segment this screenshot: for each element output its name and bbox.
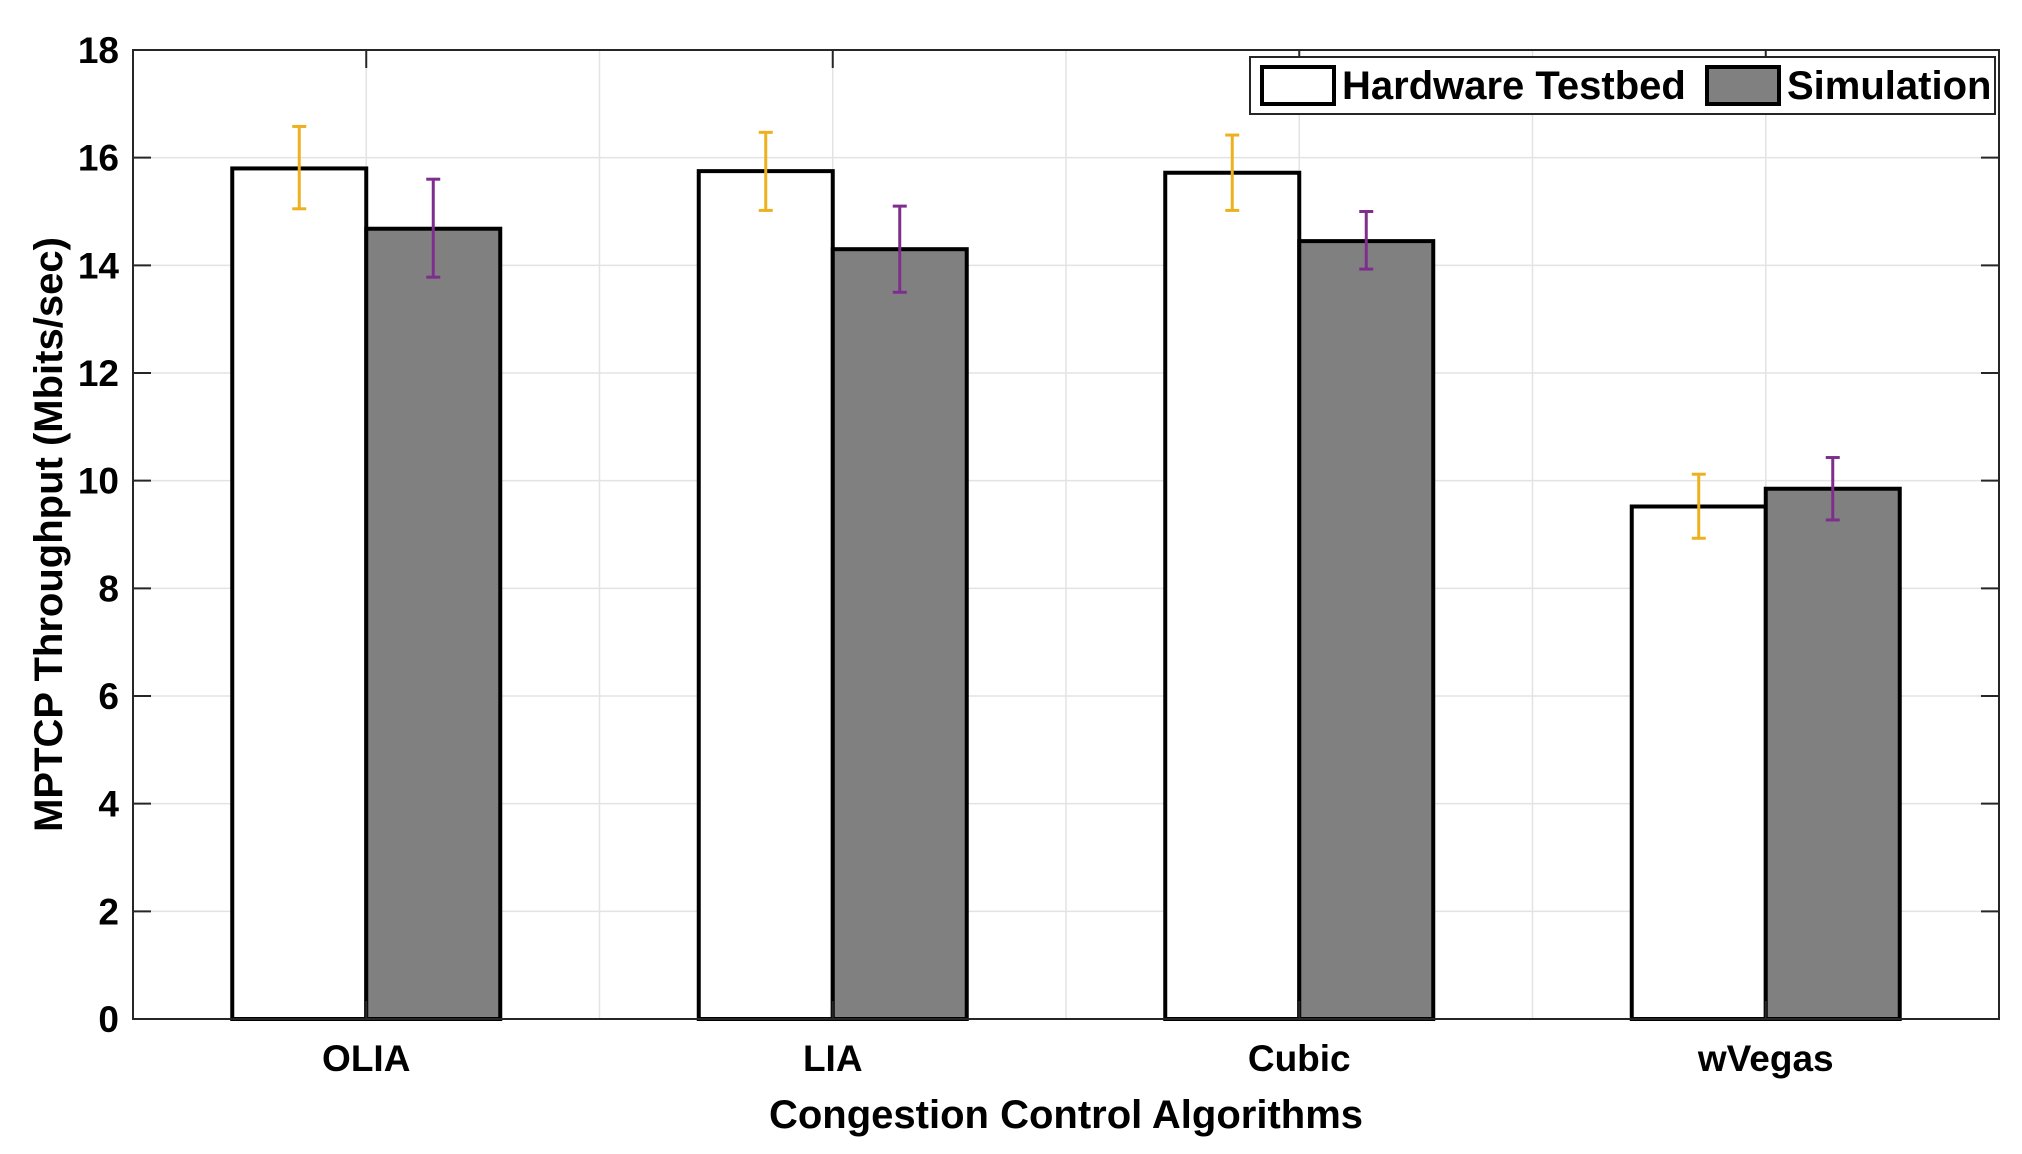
x-tick-label: LIA — [803, 1038, 863, 1079]
y-tick-label: 8 — [98, 568, 119, 609]
bar-simulation — [364, 226, 503, 1021]
legend-swatch — [1705, 65, 1781, 106]
error-bar — [1825, 456, 1840, 522]
bar-hardware-testbed — [230, 166, 369, 1021]
x-tick-label: Cubic — [1248, 1038, 1351, 1079]
plot-area-frame — [132, 49, 2000, 1020]
y-tick-label: 16 — [78, 138, 119, 179]
y-tick-label: 4 — [98, 784, 119, 825]
y-tick-label: 10 — [78, 461, 119, 502]
x-axis-ticks: OLIA LIA Cubic wVegas — [322, 50, 1834, 1079]
y-tick-label: 0 — [98, 999, 119, 1040]
bar-simulation — [830, 247, 969, 1021]
bar-simulation — [1297, 239, 1436, 1021]
error-bar — [892, 204, 907, 294]
y-tick-label: 12 — [78, 353, 119, 394]
error-bars — [292, 124, 1840, 540]
y-axis-label: MPTCP Throughput (Mbits/sec) — [27, 237, 71, 832]
bar-hardware-testbed — [696, 169, 835, 1021]
legend-label: Simulation — [1787, 64, 1991, 108]
error-bar — [292, 124, 307, 211]
bars — [230, 166, 1902, 1022]
legend-box — [1249, 56, 1996, 115]
legend-swatch — [1260, 65, 1336, 106]
bar-simulation — [1763, 486, 1902, 1022]
error-bar — [1691, 472, 1706, 540]
bar-hardware-testbed — [1629, 504, 1768, 1021]
error-bar — [1359, 210, 1374, 271]
error-bar — [426, 177, 441, 279]
x-tick-label: wVegas — [1697, 1038, 1834, 1079]
x-axis-label: Congestion Control Algorithms — [769, 1093, 1363, 1137]
y-tick-label: 14 — [78, 245, 120, 286]
bar-hardware-testbed — [1163, 170, 1302, 1022]
x-tick-label: OLIA — [322, 1038, 410, 1079]
error-bar — [1225, 133, 1240, 212]
legend-label: Hardware Testbed — [1342, 64, 1686, 108]
error-bar — [758, 130, 773, 212]
legend: Hardware Testbed Simulation — [1249, 56, 1996, 115]
y-axis-ticks: 0 2 4 6 8 10 12 14 16 18 — [78, 30, 1999, 1040]
y-tick-label: 6 — [98, 676, 119, 717]
y-tick-label: 2 — [98, 891, 119, 932]
y-tick-label: 18 — [78, 30, 119, 71]
